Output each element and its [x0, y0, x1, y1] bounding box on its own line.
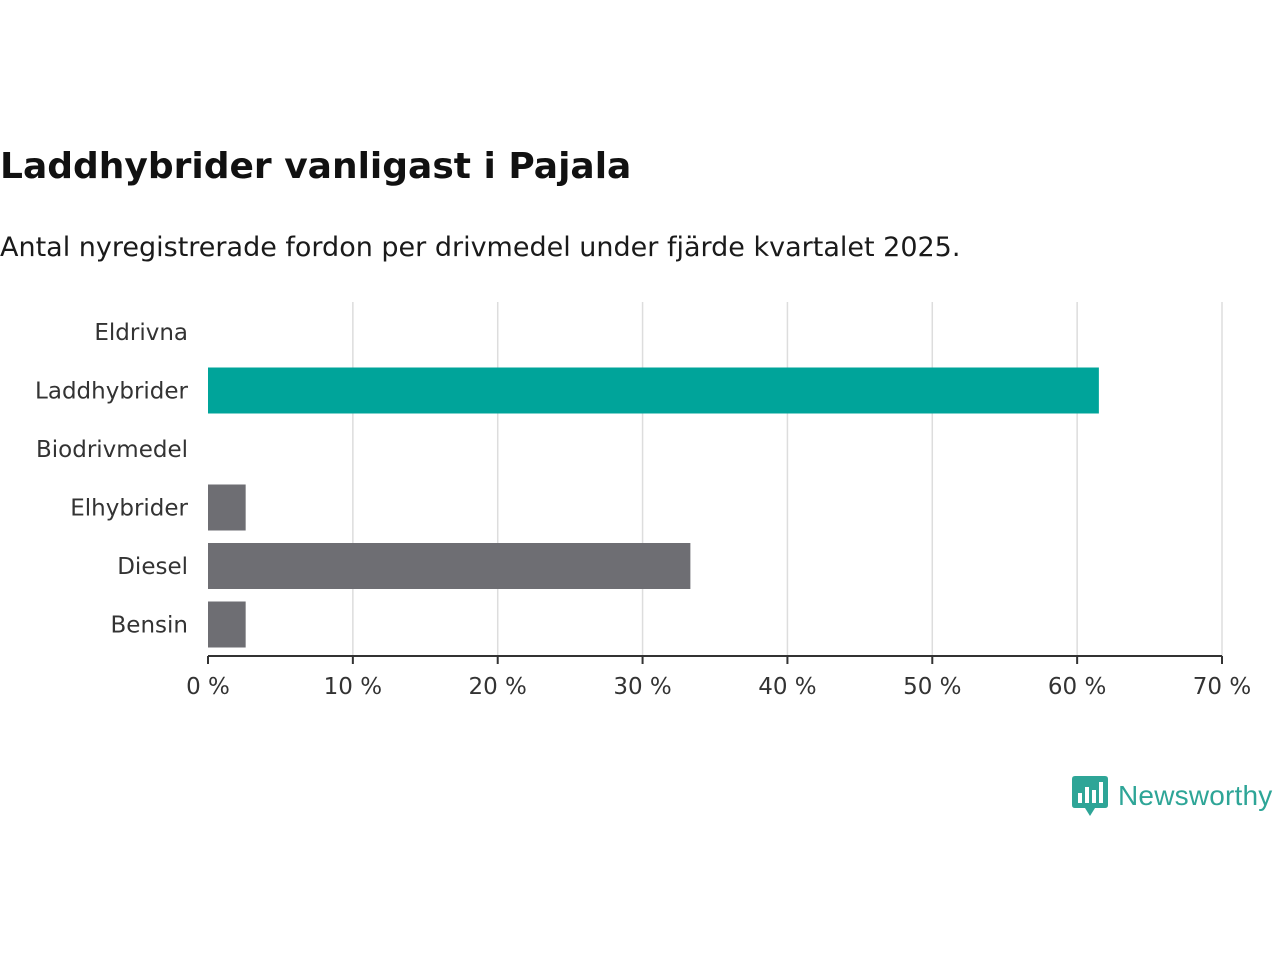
gridlines [352, 302, 1223, 656]
category-label: Bensin [111, 613, 188, 639]
x-tick-label: 20 % [468, 674, 526, 700]
bars [208, 367, 1099, 648]
x-tick-label: 0 % [186, 674, 230, 700]
category-label: Elhybrider [70, 496, 188, 522]
newsworthy-logo-icon [1072, 776, 1108, 816]
category-label: Diesel [117, 554, 188, 580]
x-tick-label: 70 % [1193, 674, 1251, 700]
bar-diesel [208, 543, 691, 589]
chart-subtitle: Antal nyregistrerade fordon per drivmede… [0, 232, 961, 263]
x-tick-label: 50 % [903, 674, 961, 700]
x-tick-label: 10 % [324, 674, 382, 700]
x-axis: 0 % 10 % 20 % 30 % 40 % 50 % 60 % 70 % [186, 655, 1251, 700]
x-tick-label: 40 % [758, 674, 816, 700]
bar-laddhybrider [208, 367, 1099, 414]
category-label: Biodrivmedel [36, 437, 188, 463]
newsworthy-brand: Newsworthy [1072, 776, 1272, 816]
x-tick-label: 30 % [613, 674, 671, 700]
chart-title: Laddhybrider vanligast i Pajala [0, 146, 632, 187]
bar-chart: Eldrivna Laddhybrider Biodrivmedel Elhybrid… [35, 302, 1251, 700]
brand-name: Newsworthy [1118, 780, 1273, 811]
category-labels: Eldrivna Laddhybrider Biodrivmedel Elhybrid… [35, 320, 188, 639]
category-label: Laddhybrider [35, 379, 188, 405]
x-tick-label: 60 % [1048, 674, 1106, 700]
category-label: Eldrivna [94, 320, 188, 346]
bar-bensin [208, 601, 246, 648]
bar-elhybrider [208, 484, 246, 531]
